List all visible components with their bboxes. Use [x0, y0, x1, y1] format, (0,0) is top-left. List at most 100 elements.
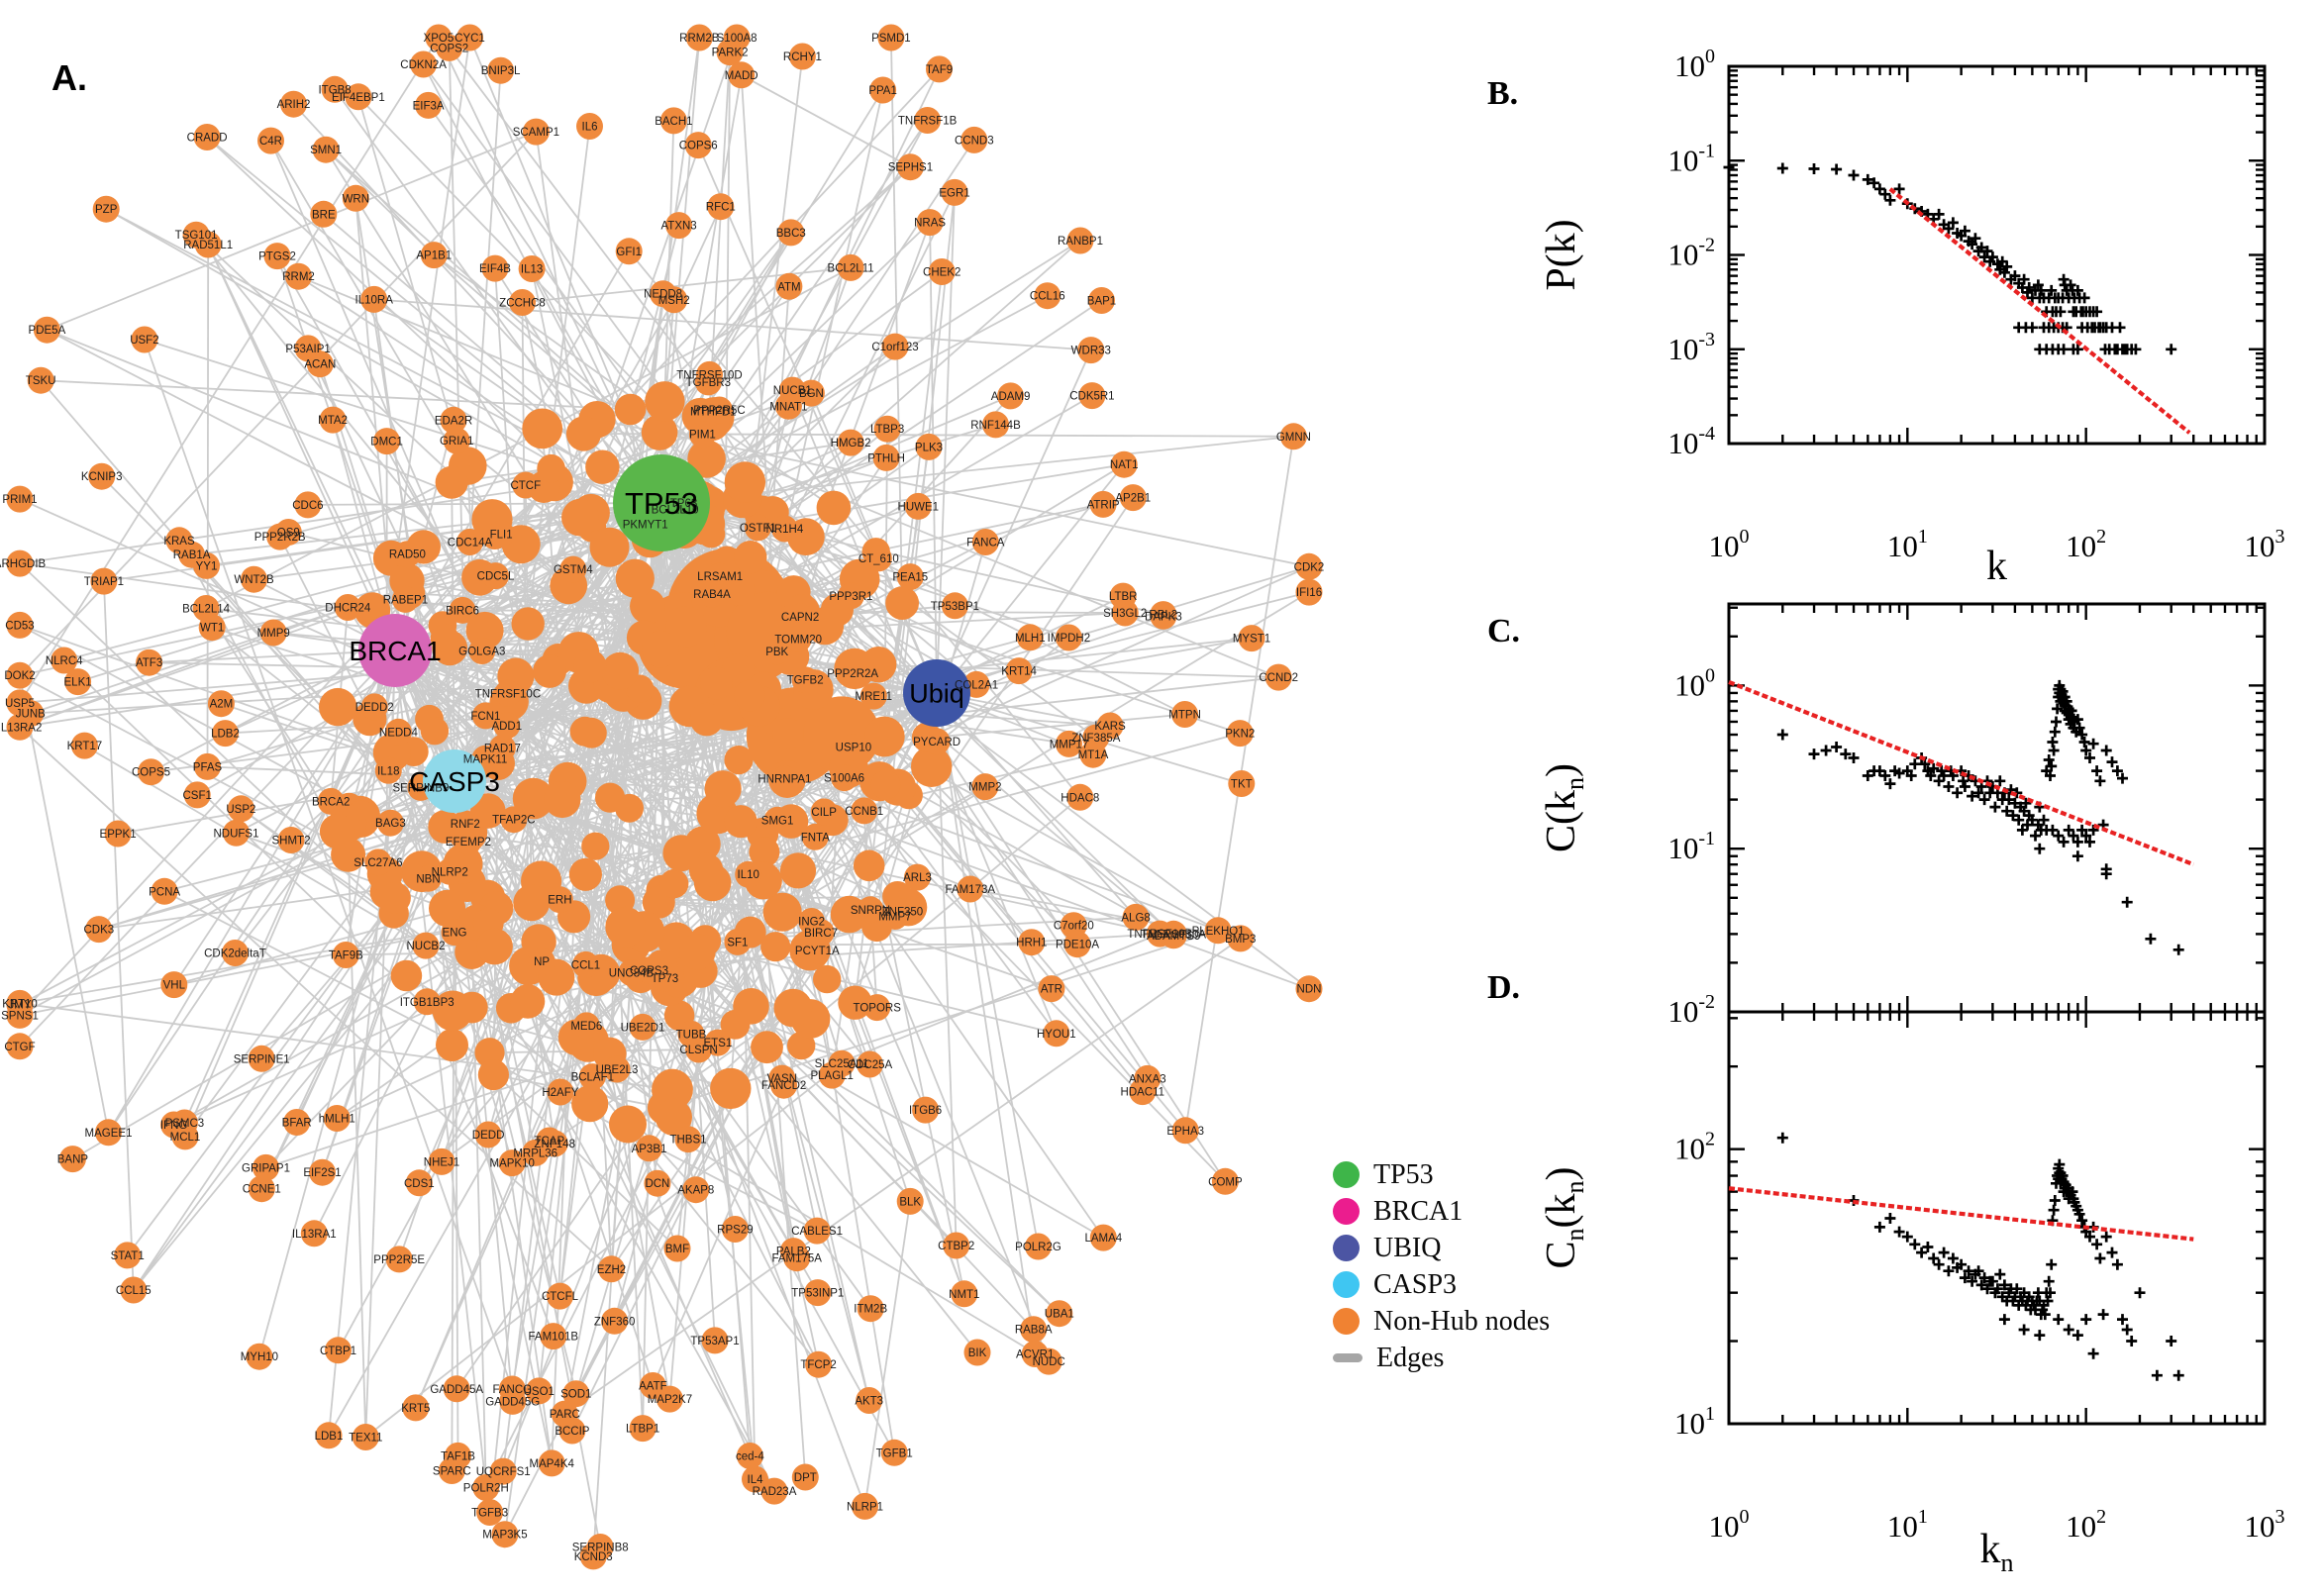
network-node[interactable]	[665, 212, 693, 240]
network-node[interactable]	[533, 654, 566, 688]
network-node[interactable]	[493, 712, 521, 740]
network-node[interactable]	[360, 285, 388, 313]
network-node[interactable]	[374, 756, 402, 784]
network-node[interactable]	[853, 849, 885, 882]
network-node[interactable]	[412, 932, 440, 959]
network-node[interactable]	[562, 1380, 590, 1408]
network-node[interactable]	[1109, 582, 1137, 610]
network-node[interactable]	[771, 718, 804, 749]
network-node[interactable]	[1005, 657, 1033, 685]
network-node[interactable]	[665, 606, 707, 648]
network-node[interactable]	[716, 39, 744, 66]
network-node[interactable]	[544, 780, 581, 819]
network-node[interactable]	[294, 491, 322, 519]
network-node[interactable]	[1034, 282, 1061, 310]
network-node[interactable]	[470, 793, 506, 829]
network-node[interactable]	[430, 624, 459, 652]
network-node[interactable]	[160, 971, 188, 999]
network-node[interactable]	[477, 1059, 509, 1091]
network-node[interactable]	[801, 823, 829, 850]
network-node[interactable]	[300, 1220, 328, 1247]
network-node[interactable]	[1016, 624, 1044, 651]
network-node[interactable]	[6, 549, 34, 577]
network-node[interactable]	[413, 988, 441, 1016]
network-node[interactable]	[601, 651, 640, 690]
network-node[interactable]	[420, 717, 450, 746]
network-node[interactable]	[763, 806, 791, 834]
network-node[interactable]	[540, 1323, 567, 1350]
network-node[interactable]	[852, 1492, 878, 1520]
network-node[interactable]	[1226, 720, 1254, 748]
network-node[interactable]	[151, 877, 178, 905]
network-node[interactable]	[376, 809, 404, 837]
network-node[interactable]	[420, 242, 448, 269]
network-node[interactable]	[1204, 917, 1232, 945]
network-node[interactable]	[816, 490, 852, 526]
network-node[interactable]	[735, 860, 762, 888]
network-node[interactable]	[644, 1169, 671, 1197]
network-node[interactable]	[522, 408, 563, 449]
network-node[interactable]	[487, 56, 515, 84]
network-node[interactable]	[64, 668, 92, 696]
network-node[interactable]	[85, 916, 113, 944]
network-node[interactable]	[6, 611, 34, 639]
network-node[interactable]	[33, 316, 60, 344]
network-node[interactable]	[500, 806, 528, 834]
network-node[interactable]	[321, 75, 349, 103]
network-node[interactable]	[706, 396, 733, 424]
network-node[interactable]	[872, 444, 900, 471]
network-node[interactable]	[742, 1465, 768, 1493]
network-node[interactable]	[280, 90, 307, 118]
network-node[interactable]	[651, 964, 678, 992]
network-node[interactable]	[1171, 701, 1199, 728]
network-node[interactable]	[193, 551, 220, 579]
network-node[interactable]	[706, 562, 734, 590]
network-node[interactable]	[1021, 1341, 1049, 1367]
network-node[interactable]	[429, 889, 466, 928]
network-node[interactable]	[721, 1216, 749, 1243]
network-node[interactable]	[904, 863, 931, 891]
network-node[interactable]	[576, 113, 603, 140]
network-node[interactable]	[982, 411, 1009, 439]
network-node[interactable]	[586, 1534, 614, 1560]
network-node[interactable]	[685, 24, 713, 51]
network-node[interactable]	[547, 1078, 574, 1106]
network-node[interactable]	[443, 427, 470, 454]
network-node[interactable]	[928, 258, 956, 285]
network-node[interactable]	[881, 333, 909, 360]
network-node[interactable]	[1295, 552, 1323, 580]
network-node[interactable]	[1264, 663, 1292, 691]
network-node[interactable]	[1066, 227, 1094, 254]
network-node[interactable]	[1018, 929, 1046, 956]
network-node[interactable]	[385, 1246, 413, 1273]
network-node[interactable]	[682, 1176, 710, 1204]
network-node[interactable]	[728, 61, 756, 89]
network-node[interactable]	[1089, 1224, 1117, 1251]
network-node[interactable]	[864, 545, 892, 572]
network-node[interactable]	[212, 720, 239, 748]
network-node[interactable]	[779, 1238, 807, 1265]
network-node[interactable]	[684, 132, 712, 159]
network-node[interactable]	[601, 1307, 629, 1335]
network-node[interactable]	[306, 350, 334, 378]
network-node[interactable]	[662, 835, 700, 872]
network-node[interactable]	[971, 529, 999, 555]
network-node[interactable]	[325, 1337, 352, 1364]
network-node[interactable]	[1238, 625, 1265, 652]
network-node[interactable]	[415, 91, 443, 119]
network-node[interactable]	[443, 1375, 470, 1403]
network-node[interactable]	[476, 928, 513, 965]
network-node[interactable]	[571, 1085, 609, 1123]
network-node[interactable]	[246, 1343, 273, 1370]
network-node[interactable]	[873, 415, 901, 443]
network-node[interactable]	[538, 1449, 565, 1477]
network-node[interactable]	[402, 1394, 430, 1422]
network-node[interactable]	[773, 988, 813, 1028]
network-node[interactable]	[572, 1012, 600, 1040]
network-node[interactable]	[813, 964, 842, 994]
network-node[interactable]	[1088, 287, 1115, 314]
network-node[interactable]	[629, 1415, 656, 1443]
network-node[interactable]	[551, 1400, 578, 1428]
network-node[interactable]	[912, 1096, 940, 1124]
network-node[interactable]	[788, 43, 816, 70]
